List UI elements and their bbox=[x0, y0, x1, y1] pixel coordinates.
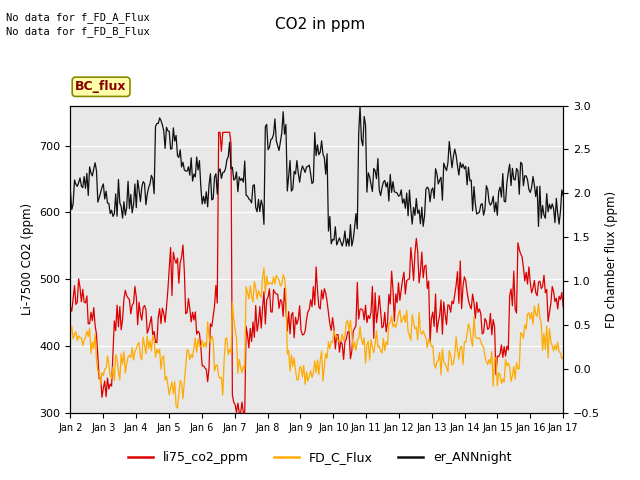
Y-axis label: FD chamber flux (ppm): FD chamber flux (ppm) bbox=[605, 191, 618, 328]
Legend: li75_co2_ppm, FD_C_Flux, er_ANNnight: li75_co2_ppm, FD_C_Flux, er_ANNnight bbox=[124, 446, 516, 469]
Text: BC_flux: BC_flux bbox=[76, 80, 127, 93]
Y-axis label: Li-7500 CO2 (ppm): Li-7500 CO2 (ppm) bbox=[21, 203, 34, 315]
Text: No data for f_FD_A_Flux: No data for f_FD_A_Flux bbox=[6, 12, 150, 23]
Text: CO2 in ppm: CO2 in ppm bbox=[275, 17, 365, 32]
Text: No data for f_FD_B_Flux: No data for f_FD_B_Flux bbox=[6, 26, 150, 37]
